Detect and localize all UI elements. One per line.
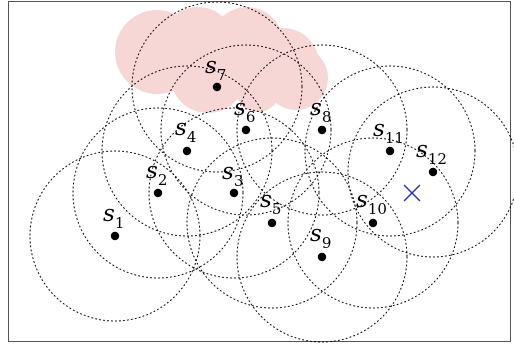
sensor-label-index: 11 [385,129,404,147]
sensor-label-index: 1 [115,214,125,232]
sensor-node-s6 [241,125,251,135]
sensor-label-s10: s10 [356,187,387,218]
sensor-label-s6: s6 [234,95,255,126]
range-circle-s5 [186,137,358,309]
sensor-label-s9: s9 [310,221,331,252]
range-circle-s11 [304,65,476,237]
sensor-label-index: 4 [187,128,197,146]
sensor-label-letter: s [205,53,217,79]
sensor-label-letter: s [146,158,158,184]
cloud-lobe [170,37,246,113]
sensor-node-s7 [212,82,222,92]
obstacle-cloud [115,7,328,113]
sensor-node-s5 [267,218,277,228]
range-circle-s3 [148,107,320,279]
sensor-label-s12: s12 [416,137,447,168]
cross-stroke [403,184,421,202]
range-circle-s7 [131,1,303,173]
sensor-label-letter: s [356,187,368,213]
sensor-node-s3 [229,188,239,198]
sensor-label-index: 12 [428,150,447,168]
target-layer [403,184,421,202]
sensor-label-s2: s2 [146,158,167,189]
range-circle-s1 [29,150,201,322]
sensor-label-index: 7 [217,66,227,84]
sensor-node-s10 [368,218,378,228]
sensor-label-index: 6 [246,108,256,126]
sensor-label-s3: s3 [222,159,243,190]
sensor-label-letter: s [310,95,322,121]
sensor-node-s4 [182,146,192,156]
range-circle-s2 [72,107,244,279]
sensor-label-letter: s [175,115,187,141]
cross-icon [403,184,421,202]
range-circle-s12 [347,86,514,258]
cloud-lobe [264,46,328,110]
sensor-node-s12 [428,167,438,177]
sensor-nodes [110,82,438,262]
sensor-label-s7: s7 [205,53,226,84]
range-circle-s8 [236,44,408,216]
sensor-node-s11 [385,146,395,156]
sensor-node-s9 [317,252,327,262]
range-circle-s10 [287,137,459,309]
range-circle-s4 [101,65,273,237]
sensor-node-s8 [317,125,327,135]
sensor-label-letter: s [373,116,385,142]
range-circle-s9 [236,171,408,343]
sensor-node-s1 [110,231,120,241]
sensor-label-letter: s [310,221,322,247]
sensor-label-letter: s [234,95,246,121]
sensor-label-index: 5 [272,200,282,218]
cloud-lobe [236,68,280,112]
sensor-label-s5: s5 [260,187,281,218]
sensor-label-letter: s [103,201,115,227]
sensor-label-index: 10 [368,200,387,218]
range-circle-s6 [160,44,332,216]
sensor-label-letter: s [260,187,272,213]
sensor-label-index: 2 [158,171,168,189]
sensor-label-s11: s11 [373,116,404,147]
sensor-label-index: 3 [234,172,244,190]
sensor-node-s2 [153,188,163,198]
sensor-label-s4: s4 [175,115,196,146]
sensor-label-index: 8 [322,108,332,126]
sensor-label-s1: s1 [103,201,124,232]
sensor-label-s8: s8 [310,95,331,126]
sensor-label-letter: s [222,159,234,185]
sensor-label-index: 9 [322,234,332,252]
sensing-ranges [29,1,514,343]
sensor-label-letter: s [416,137,428,163]
